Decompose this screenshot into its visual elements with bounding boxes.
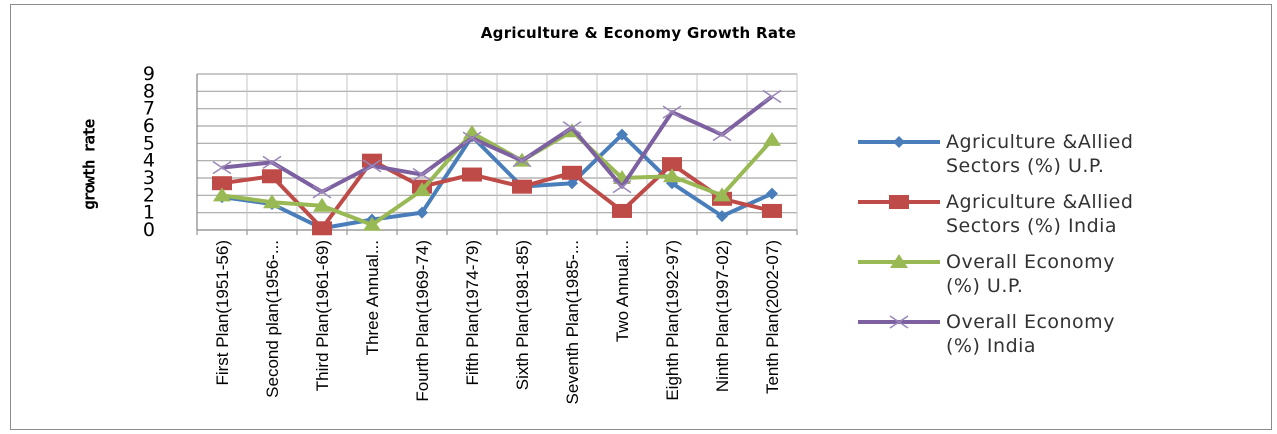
series-2	[212, 153, 782, 236]
data-point	[766, 187, 778, 200]
data-point	[416, 206, 428, 219]
x-tick-label: Seventh Plan(1985-...	[563, 240, 582, 404]
x-tick-label: Tenth Plan(2002-07)	[763, 240, 782, 394]
data-point	[762, 89, 782, 104]
data-point	[716, 210, 728, 223]
data-point	[663, 168, 681, 183]
data-point	[262, 155, 282, 170]
data-point	[712, 128, 732, 142]
data-point	[212, 160, 232, 175]
legend-label: Sectors (%) India	[946, 215, 1117, 237]
x-tick-label: Three Annual...	[363, 240, 382, 355]
y-tick-label: 7	[143, 98, 155, 120]
x-tick-label: Fourth Plan(1969-74)	[413, 240, 432, 402]
series-lines	[212, 89, 782, 236]
data-point	[362, 159, 382, 173]
data-point	[612, 180, 632, 194]
x-tick-label: First Plan(1951-56)	[213, 240, 232, 386]
series-line	[221, 129, 774, 227]
y-tick-label: 0	[143, 219, 155, 241]
legend-entry-4: Overall Economy(%) India	[858, 311, 1115, 357]
y-tick-label: 9	[143, 63, 155, 85]
legend-label: (%) U.P.	[946, 275, 1023, 297]
data-point	[312, 185, 332, 199]
x-tick-label: Ninth Plan(1997-02)	[713, 240, 732, 392]
chart-frame	[10, 4, 1272, 430]
legend-label: Sectors (%) U.P.	[946, 155, 1104, 177]
y-tick-label: 2	[143, 184, 155, 206]
data-point	[763, 131, 781, 146]
data-point	[762, 203, 782, 218]
data-point	[213, 187, 231, 202]
x-tick-label: Third Plan(1961-69)	[313, 240, 332, 391]
data-point	[312, 221, 332, 236]
legend-label: Agriculture &Allied	[946, 191, 1133, 213]
legend-swatch-marker	[890, 254, 908, 268]
gridlines	[197, 73, 798, 230]
y-tick-label: 8	[143, 80, 155, 102]
data-point	[263, 194, 281, 209]
data-point	[313, 197, 331, 212]
legend-swatch-marker	[889, 315, 909, 329]
data-point	[562, 121, 582, 135]
y-tick-label: 3	[143, 167, 155, 189]
data-point	[362, 153, 382, 168]
data-point	[612, 203, 632, 218]
data-point	[262, 169, 282, 184]
x-tick-label: Two Annual...	[613, 240, 632, 342]
data-point	[462, 131, 482, 145]
legend-label: Agriculture &Allied	[946, 131, 1133, 153]
legend-entry-3: Overall Economy(%) U.P.	[858, 251, 1115, 297]
data-point	[412, 167, 432, 182]
x-tick-label: Fifth Plan(1974-79)	[463, 240, 482, 386]
y-tick-label: 5	[143, 132, 155, 154]
data-point	[713, 187, 731, 202]
data-point	[512, 179, 532, 194]
legend-swatch-marker	[893, 136, 905, 148]
data-point	[363, 216, 381, 231]
x-tick-label: Second plan(1956-...	[263, 240, 282, 398]
data-point	[212, 176, 232, 191]
x-tick-labels: First Plan(1951-56) Second plan(1956-... T…	[213, 240, 782, 404]
data-point	[413, 182, 431, 197]
data-point	[662, 105, 682, 119]
data-point	[566, 177, 578, 190]
y-tick-label: 6	[143, 115, 155, 137]
data-point	[462, 167, 482, 182]
data-point	[662, 157, 682, 172]
data-point	[616, 128, 628, 141]
legend-label: Overall Economy	[946, 311, 1115, 333]
data-point	[562, 165, 582, 180]
data-point	[512, 154, 532, 168]
chart-title: Agriculture & Economy Growth Rate	[480, 24, 797, 42]
y-tick-label: 4	[143, 150, 155, 172]
legend-label: (%) India	[946, 335, 1036, 357]
legend-swatch-marker	[889, 195, 909, 209]
legend-label: Overall Economy	[946, 251, 1115, 273]
series-4	[212, 89, 782, 199]
y-tick-label: 1	[143, 202, 155, 224]
x-tick-label: Eighth Plan(1992-97)	[663, 240, 682, 401]
x-tick-label: Sixth Plan(1981-85)	[513, 240, 532, 390]
axes	[196, 74, 798, 235]
